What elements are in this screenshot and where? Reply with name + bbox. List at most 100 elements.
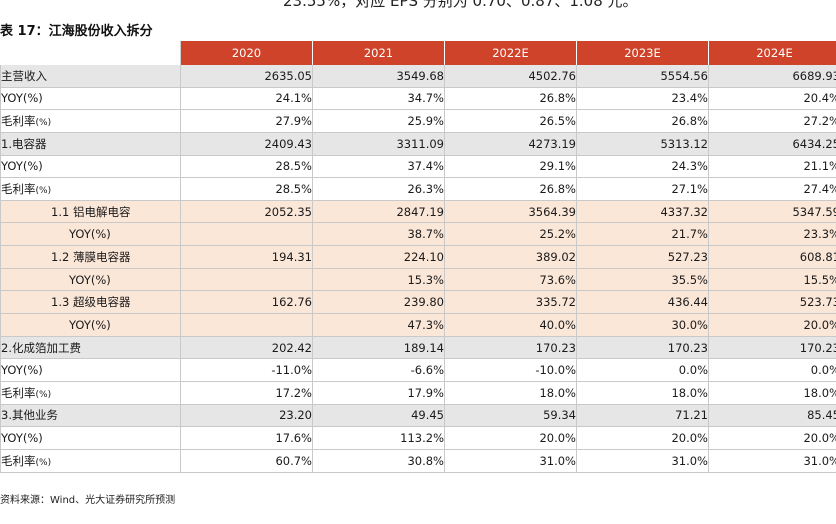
value-cell: 21.7% <box>576 222 709 247</box>
value-cell: 31.0% <box>444 449 577 473</box>
value-cell: 0.0% <box>576 358 709 382</box>
value-cell: 20.0% <box>444 426 577 450</box>
row-label: 1.3 超级电容器 <box>0 290 181 315</box>
value-cell: 5347.59 <box>708 200 836 224</box>
value-cell: -11.0% <box>180 358 313 382</box>
value-cell: 4337.32 <box>576 200 709 224</box>
value-cell: 2409.43 <box>180 132 313 156</box>
value-cell: 40.0% <box>444 313 577 337</box>
table-row: YOY(%)24.1%34.7%26.8%23.4%20.4% <box>0 87 836 111</box>
table-row: 毛利率(%)17.2%17.9%18.0%18.0%18.0% <box>0 381 836 405</box>
value-cell: 28.5% <box>180 155 313 179</box>
value-cell: 170.23 <box>444 336 577 360</box>
value-cell: 17.6% <box>180 426 313 450</box>
value-cell: 224.10 <box>312 245 445 269</box>
table-row: 1.2 薄膜电容器 194.31 224.10 389.02 527.23 608.81 <box>0 245 836 269</box>
table-row: 1.3 超级电容器 162.76 239.80 335.72 436.44 523.73 <box>0 290 836 315</box>
value-cell: 31.0% <box>576 449 709 473</box>
value-cell: 31.0% <box>708 449 836 473</box>
value-cell: 85.45 <box>708 404 836 428</box>
value-cell: 20.4% <box>708 87 836 111</box>
value-cell: 28.5% <box>180 177 313 201</box>
value-cell: 20.0% <box>708 313 836 337</box>
row-label: 主营收入 <box>0 64 181 88</box>
value-cell <box>180 222 313 247</box>
table-row: YOY(%) 38.7%25.2%21.7%23.3% <box>0 222 836 247</box>
value-cell: 5313.12 <box>576 132 709 156</box>
value-cell: 27.1% <box>576 177 709 201</box>
value-cell: 3311.09 <box>312 132 445 156</box>
value-cell: 6689.93 <box>708 64 836 88</box>
value-cell: 25.2% <box>444 222 577 247</box>
value-cell: 20.0% <box>576 426 709 450</box>
value-cell: 335.72 <box>444 290 577 315</box>
value-cell: 25.9% <box>312 109 445 133</box>
value-cell: 20.0% <box>708 426 836 450</box>
value-cell: 49.45 <box>312 404 445 428</box>
value-cell: 30.8% <box>312 449 445 473</box>
row-label: 毛利率(%) <box>0 177 181 201</box>
table-row: 1.1 铝电解电容 2052.35 2847.19 3564.39 4337.32 534… <box>0 200 836 224</box>
value-cell: 4273.19 <box>444 132 577 156</box>
value-cell: 18.0% <box>708 381 836 405</box>
row-label: YOY(%) <box>0 268 181 292</box>
value-cell: 194.31 <box>180 245 313 269</box>
row-label: YOY(%) <box>0 358 181 382</box>
value-cell: 389.02 <box>444 245 577 269</box>
value-cell: 2847.19 <box>312 200 445 224</box>
value-cell: 26.3% <box>312 177 445 201</box>
value-cell: 26.8% <box>576 109 709 133</box>
header-cell-2022e: 2022E <box>444 41 577 65</box>
value-cell: 436.44 <box>576 290 709 315</box>
table-row: 主营收入 2635.05 3549.68 4502.76 5554.56 6689.93 <box>0 64 836 88</box>
row-label: 1.2 薄膜电容器 <box>0 245 181 269</box>
table-row: 毛利率(%)27.9%25.9%26.5%26.8%27.2% <box>0 109 836 133</box>
value-cell: 18.0% <box>576 381 709 405</box>
value-cell: 6434.25 <box>708 132 836 156</box>
header-cell-2023e: 2023E <box>576 41 709 65</box>
value-cell: 239.80 <box>312 290 445 315</box>
revenue-breakdown-table: 2020 2021 2022E 2023E 2024E 主营收入 2635.05 3… <box>0 41 836 473</box>
row-label: 毛利率(%) <box>0 381 181 405</box>
table-row: 2.化成箔加工费 202.42 189.14 170.23 170.23 170.23 <box>0 336 836 360</box>
value-cell: 18.0% <box>444 381 577 405</box>
value-cell: 38.7% <box>312 222 445 247</box>
row-label: 1.1 铝电解电容 <box>0 200 181 224</box>
table-row: YOY(%) 47.3%40.0%30.0%20.0% <box>0 313 836 337</box>
row-label: YOY(%) <box>0 155 181 179</box>
value-cell: 37.4% <box>312 155 445 179</box>
value-cell: 3564.39 <box>444 200 577 224</box>
row-label: YOY(%) <box>0 426 181 450</box>
value-cell: 2052.35 <box>180 200 313 224</box>
value-cell: 4502.76 <box>444 64 577 88</box>
value-cell: 170.23 <box>576 336 709 360</box>
value-cell: 23.4% <box>576 87 709 111</box>
row-label: 毛利率(%) <box>0 449 181 473</box>
value-cell: 17.9% <box>312 381 445 405</box>
row-label: 2.化成箔加工费 <box>0 336 181 360</box>
table-row: 毛利率(%)60.7%30.8%31.0%31.0%31.0% <box>0 449 836 473</box>
value-cell: 26.8% <box>444 87 577 111</box>
value-cell: 27.4% <box>708 177 836 201</box>
value-cell: -6.6% <box>312 358 445 382</box>
table-body: 主营收入 2635.05 3549.68 4502.76 5554.56 6689.93 Y… <box>0 64 836 473</box>
value-cell: 23.3% <box>708 222 836 247</box>
value-cell: 3549.68 <box>312 64 445 88</box>
value-cell: 47.3% <box>312 313 445 337</box>
preceding-paragraph-text: 23.55%，对应 EPS 分别为 0.70、0.87、1.08 元。 <box>283 0 638 10</box>
value-cell <box>180 313 313 337</box>
value-cell: 26.8% <box>444 177 577 201</box>
value-cell: 113.2% <box>312 426 445 450</box>
table-row: YOY(%)-11.0%-6.6%-10.0%0.0%0.0% <box>0 358 836 382</box>
value-cell: 5554.56 <box>576 64 709 88</box>
value-cell: 15.3% <box>312 268 445 292</box>
value-cell: 608.81 <box>708 245 836 269</box>
header-cell-2024e: 2024E <box>708 41 836 65</box>
table-caption: 表 17：江海股份收入拆分 <box>0 24 153 39</box>
row-label: 3.其他业务 <box>0 404 181 428</box>
row-label: YOY(%) <box>0 313 181 337</box>
value-cell: 34.7% <box>312 87 445 111</box>
value-cell: 24.3% <box>576 155 709 179</box>
value-cell: 2635.05 <box>180 64 313 88</box>
